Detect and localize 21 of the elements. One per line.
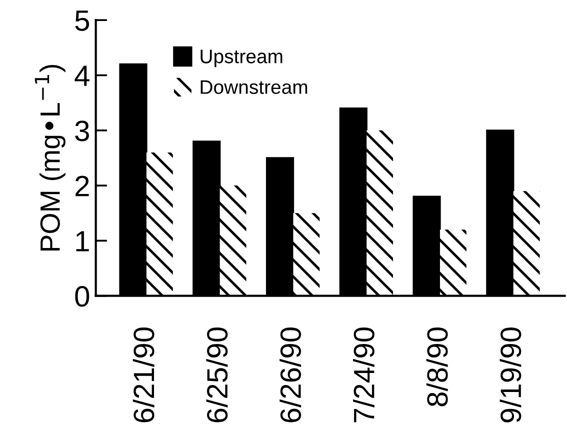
y-tick-label: 5 [75,10,90,31]
y-tick-label: 0 [75,286,90,307]
x-tick-label: 7/24/90 [353,328,374,422]
y-tick-label: 3 [75,120,89,142]
bar [293,213,320,296]
x-tick-label: 9/19/90 [500,328,522,422]
y-axis-title: POM (mg•L$^{−1}$) [34,64,66,251]
bar [440,230,466,296]
bar [146,152,173,296]
y-tick-label: 1 [76,231,89,252]
x-tick-label: 6/21/90 [132,328,154,422]
bar [220,186,246,296]
y-tick-label: 2 [76,176,89,196]
legend-label: Upstream [200,50,282,68]
y-tick-label: 4 [74,66,90,86]
bar [366,130,394,296]
x-tick-label: 6/26/90 [280,328,302,422]
x-tick-label: 6/25/90 [206,328,228,422]
x-tick-label: 8/8/90 [426,328,448,406]
bar [513,191,540,296]
legend-label: Downstream [200,80,308,94]
